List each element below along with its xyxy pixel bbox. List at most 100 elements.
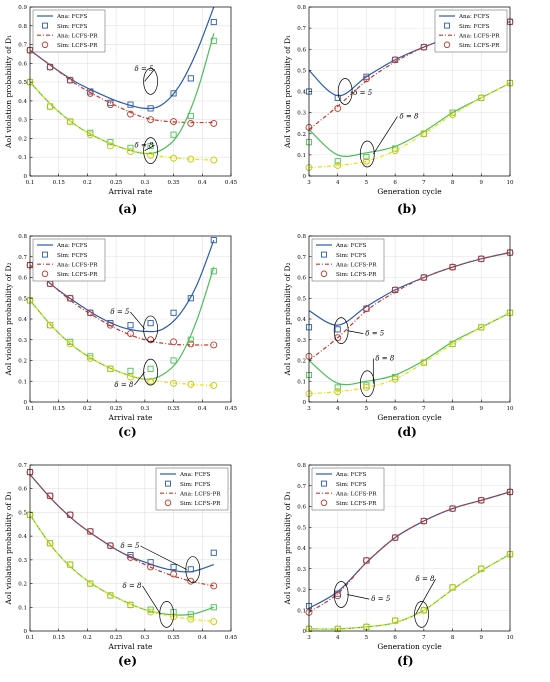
- x-tick-label: 0.35: [167, 406, 180, 412]
- data-point-square: [187, 75, 194, 82]
- x-tick-label: 0.1: [26, 635, 35, 641]
- series-line: [30, 49, 214, 124]
- y-tick-label: 0: [24, 629, 28, 635]
- y-axis-label: AoI violation probability of D₁: [4, 35, 13, 149]
- data-point-circle: [86, 309, 94, 317]
- annotation-delta-label: δ = 8: [416, 575, 436, 583]
- y-axis-label: AoI violation probability of D₂: [283, 263, 292, 377]
- data-point-circle: [362, 557, 370, 564]
- x-tick-label: 0.1: [26, 180, 35, 186]
- data-point-square: [210, 268, 217, 275]
- data-point-circle: [46, 492, 54, 500]
- x-tick-label: 0.3: [140, 406, 149, 412]
- legend-circle: [443, 41, 451, 49]
- y-tick-label: 0.6: [18, 61, 27, 67]
- data-point-circle: [127, 330, 134, 337]
- x-axis-label: Generation cycle: [377, 413, 442, 422]
- data-point-square: [187, 566, 194, 573]
- data-point-circle: [362, 384, 370, 391]
- legend-label: Ana: FCFS: [56, 14, 88, 20]
- series-line: [309, 553, 510, 630]
- annotation-delta-label: δ = 5: [120, 542, 140, 550]
- x-tick-label: 0.45: [225, 635, 238, 641]
- data-point-square: [170, 357, 177, 364]
- legend-box: [155, 467, 229, 511]
- data-point-square: [147, 365, 154, 372]
- x-tick-label: 10: [507, 180, 514, 186]
- data-point-circle: [170, 118, 178, 125]
- series-line: [30, 514, 214, 623]
- x-tick-label: 0.2: [83, 635, 92, 641]
- x-tick-label: 4: [336, 180, 340, 186]
- data-point-square: [147, 606, 154, 613]
- y-tick-label: 0: [303, 629, 307, 635]
- data-point-circle: [362, 75, 370, 83]
- legend-label: Sim: LCFS-PR: [336, 501, 377, 507]
- legend-label: Ana: FCFS: [458, 14, 490, 20]
- x-tick-label: 0.25: [110, 406, 123, 412]
- x-tick-label: 7: [422, 406, 426, 412]
- x-tick-label: 0.3: [140, 635, 149, 641]
- data-point-circle: [391, 617, 399, 625]
- data-point-circle: [334, 104, 342, 112]
- data-point-circle: [170, 338, 178, 346]
- legend-label: Sim: FCFS: [336, 253, 367, 259]
- y-tick-label: 0.8: [297, 463, 306, 469]
- data-point-square: [147, 320, 154, 327]
- chart-panel-e: 0.1 0.15 0.2 0.25 0.3 0.35 0.4 0.4500.10.20.30.…: [4, 463, 238, 651]
- legend-label: Sim: LCFS-PR: [180, 501, 221, 507]
- y-tick-label: 0.4: [297, 546, 306, 552]
- x-tick-label: 0.2: [83, 406, 92, 412]
- x-tick-label: 0.25: [110, 180, 123, 186]
- annotation-delta-label: δ = 5: [110, 308, 130, 316]
- legend-square: [165, 480, 171, 487]
- y-tick-label: 0.4: [297, 317, 306, 323]
- y-tick-label: 0.3: [18, 118, 27, 124]
- plot-frame: [29, 6, 232, 177]
- data-point-circle: [147, 151, 155, 159]
- x-tick-label: 0.45: [225, 406, 238, 412]
- data-point-circle: [187, 119, 195, 127]
- chart-panel-f: 3 4 5 6 7 8 9 10 0 0.1 0.2 0.3 0.4 0.5 0.6 0.7 0.8 Genera…: [283, 463, 514, 651]
- data-point-square: [187, 611, 194, 618]
- data-point-circle: [86, 527, 94, 535]
- series-line: [30, 239, 215, 333]
- y-tick-label: 0: [303, 400, 307, 406]
- legend-square: [444, 22, 450, 29]
- y-tick-label: 0.4: [18, 534, 27, 540]
- y-axis-label: AoI violation probability of D₁: [283, 35, 292, 149]
- data-point-circle: [334, 592, 342, 600]
- x-axis-label: Generation cycle: [377, 187, 442, 196]
- x-tick-label: 6: [393, 406, 397, 412]
- legend-square: [42, 251, 48, 258]
- x-tick-label: 0.3: [140, 180, 149, 186]
- x-tick-label: 9: [480, 635, 484, 641]
- data-point-circle: [334, 625, 342, 633]
- y-tick-label: 0.2: [18, 582, 27, 588]
- data-point-square: [170, 563, 177, 571]
- annotation-arrow: [347, 330, 364, 334]
- legend-label: Ana: LCFS-PR: [56, 33, 98, 39]
- legend-box: [311, 467, 385, 511]
- data-point-circle: [46, 321, 54, 329]
- x-tick-label: 5: [365, 406, 369, 412]
- y-tick-label: 0.7: [297, 255, 306, 261]
- legend-box: [311, 238, 385, 282]
- data-point-square: [127, 552, 134, 559]
- annotation-ellipse: [333, 581, 349, 608]
- x-tick-label: 10: [507, 635, 514, 641]
- legend-circle: [41, 41, 49, 49]
- data-point-circle: [127, 554, 134, 561]
- y-tick-label: 0.2: [297, 588, 306, 594]
- x-tick-label: 3: [307, 406, 311, 412]
- legend-label: Sim: LCFS-PR: [57, 272, 98, 278]
- annotation-ellipse: [143, 315, 158, 343]
- panel-label-f: (f): [397, 654, 414, 668]
- x-tick-label: 0.25: [110, 635, 123, 641]
- legend-square: [321, 480, 327, 487]
- chart-panel-a: 0.1 0.15 0.2 0.25 0.3 0.35 0.4 0.4500.10.20.30.…: [4, 5, 238, 196]
- legend-label: Sim: FCFS: [459, 24, 490, 30]
- data-point-square: [187, 112, 194, 119]
- legend: Ana: FCFS Sim: FCFS Ana: LCFS-PR Sim: LCFS-…: [32, 238, 106, 282]
